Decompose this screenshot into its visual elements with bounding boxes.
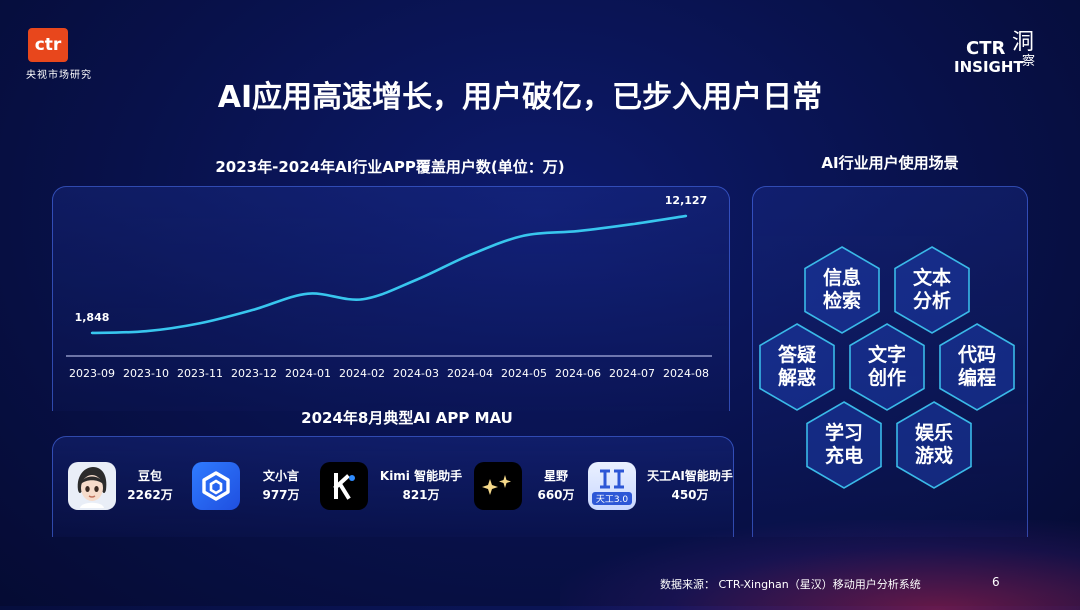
scene-label: 信息 — [822, 267, 861, 289]
app-value: 977万 — [262, 488, 300, 502]
decorative-glow — [560, 520, 1080, 610]
data-point — [144, 330, 148, 333]
scene-hex-entertainment: 娱乐 游戏 — [894, 400, 974, 490]
data-point — [630, 223, 634, 226]
app-name: 星野 — [543, 469, 568, 483]
app-text: 星野 660万 — [530, 467, 582, 505]
scene-label: 文字 — [867, 344, 906, 366]
x-tick-label: 2024-04 — [447, 367, 493, 380]
data-point — [252, 308, 256, 311]
scene-hex-search: 信息 检索 — [802, 245, 882, 335]
page-title: AI应用高速增长，用户破亿，已步入用户日常 — [217, 80, 823, 115]
chart-panel — [52, 186, 730, 411]
scene-hex-qa: 答疑 解惑 — [757, 322, 837, 412]
data-point — [576, 229, 580, 233]
tiangong-badge: 天工3.0 — [591, 491, 633, 505]
xingye-sparkle-icon — [474, 462, 522, 510]
scene-hex-writing: 文字 创作 — [847, 322, 927, 412]
wenxiaoyan-icon — [192, 462, 240, 510]
x-tick-label: 2023-09 — [69, 367, 115, 380]
app-name: 豆包 — [137, 469, 162, 483]
app-value: 450万 — [671, 488, 709, 502]
kimi-icon — [320, 462, 368, 510]
scene-hex-text-analysis: 文本 分析 — [892, 245, 972, 335]
x-tick-label: 2024-03 — [393, 367, 439, 380]
scene-hex-coding: 代码 编程 — [937, 322, 1017, 412]
apps-title: 2024年8月典型AI APP MAU — [301, 409, 513, 427]
data-source: 数据来源： CTR-Xinghan（星汉）移动用户分析系统 — [660, 578, 921, 591]
scene-label: 分析 — [912, 290, 951, 312]
app-item-tiangong: 天工3.0 天工AI智能助手 450万 — [588, 462, 736, 510]
page-number: 6 — [992, 575, 1000, 589]
scene-label: 代码 — [957, 344, 996, 366]
data-point — [360, 298, 364, 301]
scene-label: 解惑 — [777, 367, 816, 389]
scene-label: 答疑 — [777, 344, 816, 366]
app-name: Kimi 智能助手 — [379, 469, 463, 483]
tiangong-icon: 天工3.0 — [588, 462, 636, 510]
app-text: Kimi 智能助手 821万 — [376, 467, 466, 505]
series-line — [91, 214, 687, 335]
insight-dong-char: 洞 — [1012, 30, 1035, 55]
app-value: 821万 — [402, 488, 440, 502]
x-tick-label: 2024-01 — [285, 367, 331, 380]
x-tick-label: 2024-02 — [339, 367, 385, 380]
x-tick-label: 2023-10 — [123, 367, 169, 380]
ctr-logo: ctr — [28, 28, 68, 62]
x-tick-label: 2024-07 — [609, 367, 655, 380]
ctr-insight-logo: CTR INSIGHT 洞 察 — [938, 26, 1058, 76]
insight-text: INSIGHT — [954, 58, 1024, 76]
scene-label: 游戏 — [914, 445, 953, 467]
scenes-title: AI行业用户使用场景 — [821, 154, 959, 172]
scene-label: 文本 — [912, 267, 951, 289]
x-tick-label: 2024-06 — [555, 367, 601, 380]
data-point — [522, 234, 526, 237]
x-tick-label: 2023-11 — [177, 367, 223, 380]
data-point — [414, 278, 418, 282]
data-point — [198, 322, 202, 325]
logo-subtitle: 央视市场研究 — [26, 70, 92, 81]
scene-label: 编程 — [957, 367, 996, 389]
insight-ctr-text: CTR — [966, 38, 1006, 59]
scene-hex-learning: 学习 充电 — [804, 400, 884, 490]
x-tick-label: 2023-12 — [231, 367, 277, 380]
scene-label: 检索 — [822, 290, 861, 312]
scene-label: 创作 — [867, 367, 906, 389]
insight-cha-char: 察 — [1022, 54, 1036, 69]
scene-label: 娱乐 — [914, 422, 953, 444]
app-item-kimi: Kimi 智能助手 821万 — [320, 462, 466, 510]
app-value: 2262万 — [127, 488, 173, 502]
app-name: 文小言 — [262, 469, 299, 483]
app-value: 660万 — [537, 488, 575, 502]
app-item-wenxiaoyan: 文小言 977万 — [192, 462, 314, 510]
x-tick-label: 2024-05 — [501, 367, 547, 380]
data-point — [468, 253, 472, 257]
chart-title: 2023年-2024年AI行业APP覆盖用户数(单位：万) — [215, 158, 565, 176]
data-label: 12,127 — [665, 194, 707, 207]
app-name: 天工AI智能助手 — [647, 469, 733, 483]
app-item-doubao: 豆包 2262万 — [68, 462, 176, 510]
line-chart: 2023-09 2023-10 2023-11 2023-12 2024-01 2024-… — [66, 194, 712, 380]
app-text: 文小言 977万 — [248, 467, 314, 505]
x-tick-label: 2024-08 — [663, 367, 709, 380]
app-text: 豆包 2262万 — [124, 467, 176, 505]
data-point — [90, 331, 94, 335]
data-label: 1,848 — [75, 311, 110, 324]
scene-label: 充电 — [824, 445, 863, 467]
app-text: 天工AI智能助手 450万 — [644, 467, 736, 505]
scene-label: 学习 — [824, 422, 863, 444]
doubao-avatar-icon — [68, 462, 116, 510]
data-point — [684, 214, 688, 218]
app-item-xingye: 星野 660万 — [474, 462, 582, 510]
data-point — [306, 292, 310, 295]
